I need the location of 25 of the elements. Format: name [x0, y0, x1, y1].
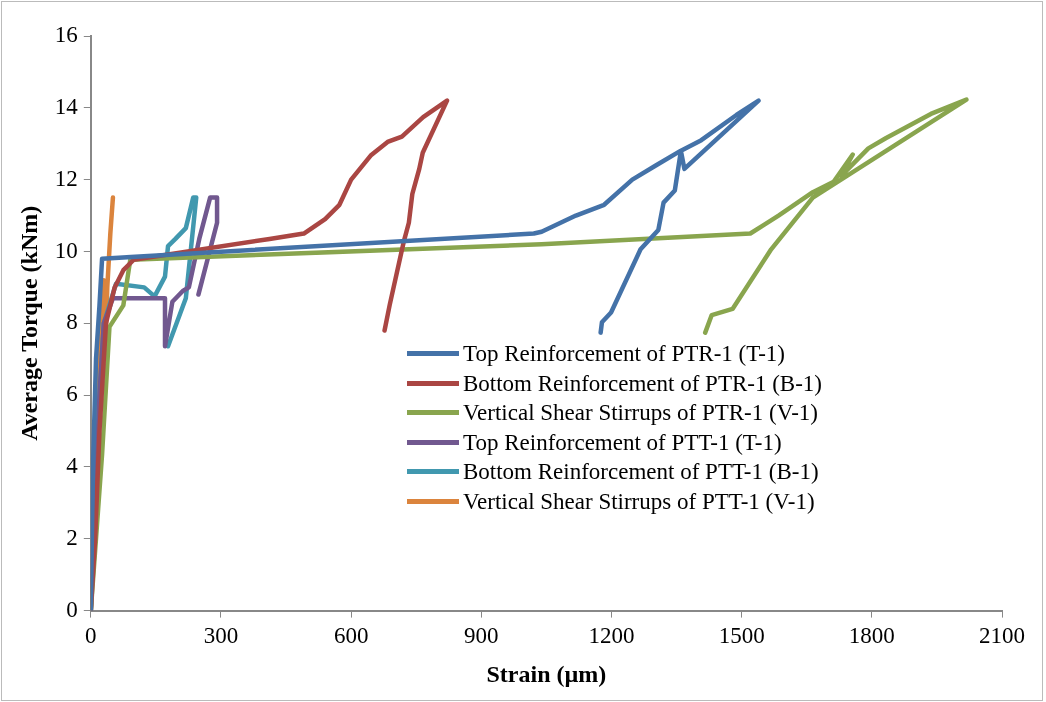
legend-label: Bottom Reinforcement of PTT-1 (B-1): [463, 458, 819, 486]
x-tick-label: 1200: [588, 623, 635, 649]
y-tick-label: 2: [66, 524, 78, 550]
y-tick-label: 0: [66, 596, 78, 622]
legend-label: Vertical Shear Stirrups of PTT-1 (V-1): [463, 487, 815, 516]
y-tick-label: 8: [66, 309, 78, 335]
x-tick-label: 1800: [848, 623, 895, 649]
y-tick-label: 14: [54, 93, 79, 119]
legend-label: Top Reinforcement of PTT-1 (T-1): [463, 428, 782, 457]
legend-label: Top Reinforcement of PTR-1 (T-1): [463, 340, 786, 368]
y-tick-label: 6: [66, 381, 78, 407]
y-tick-label: 4: [66, 453, 79, 478]
x-axis-title: Strain (µm): [486, 660, 607, 687]
x-tick-label: 1500: [718, 623, 765, 649]
y-tick-label: 12: [54, 165, 78, 191]
y-tick-label: 10: [54, 237, 78, 263]
y-tick-label: 16: [54, 22, 78, 48]
x-tick-label: 600: [333, 623, 369, 649]
legend-label: Vertical Shear Stirrups of PTR-1 (V-1): [463, 399, 818, 427]
x-tick-label: 300: [203, 623, 239, 649]
legend-label: Bottom Reinforcement of PTR-1 (B-1): [463, 369, 822, 398]
x-tick-label: 0: [85, 623, 97, 649]
x-tick-label: 2100: [979, 623, 1025, 649]
y-axis-title: Average Torque (kNm): [15, 205, 42, 441]
x-tick-label: 900: [464, 623, 499, 649]
